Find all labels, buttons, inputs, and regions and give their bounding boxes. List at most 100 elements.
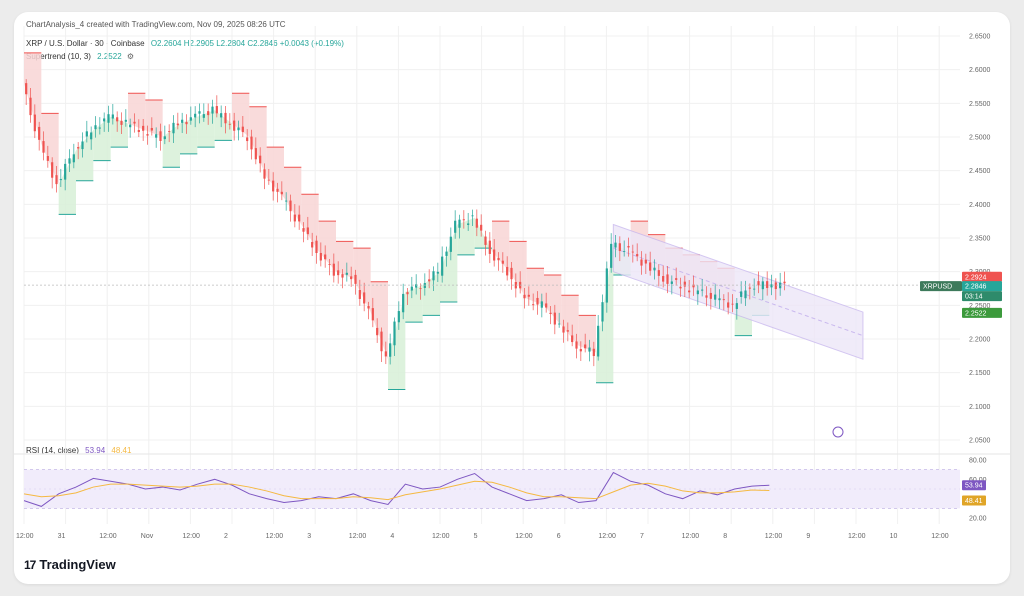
- supertrend-legend[interactable]: Supertrend (10, 3) 2.2522 ⚙: [26, 52, 134, 61]
- rsi-line: [23, 471, 770, 507]
- symbol-title[interactable]: XRP / U.S. Dollar · 30 · Coinbase: [26, 39, 145, 48]
- candle-body: [72, 154, 75, 163]
- candle-body: [644, 259, 647, 264]
- candle-body: [207, 111, 210, 116]
- candle-body: [731, 303, 734, 305]
- candle-body: [306, 227, 309, 235]
- candle-body: [415, 284, 418, 288]
- candle-body: [484, 236, 487, 245]
- candle-body: [657, 270, 660, 276]
- candle-body: [735, 303, 738, 309]
- x-tick-label: 12:00: [16, 533, 34, 540]
- supertrend-value: 2.2522: [97, 52, 122, 61]
- candle-body: [94, 125, 97, 130]
- symbol-legend: XRP / U.S. Dollar · 30 · Coinbase O2.260…: [26, 39, 344, 48]
- candle-body: [350, 276, 353, 280]
- supertrend-fill: [41, 113, 59, 185]
- candle-body: [423, 283, 426, 288]
- candle-body: [475, 218, 478, 228]
- candle-body: [584, 344, 587, 349]
- candle-body: [610, 243, 613, 268]
- candle-body: [575, 341, 578, 349]
- candles: [25, 79, 786, 367]
- candle-body: [137, 130, 140, 133]
- candle-body: [722, 299, 725, 301]
- candle-body: [553, 312, 556, 325]
- candle-body: [202, 114, 205, 118]
- supertrend-fill: [353, 248, 371, 313]
- x-tick-label: 12:00: [515, 533, 533, 540]
- candle-body: [727, 302, 730, 308]
- candle-body: [579, 349, 582, 352]
- candle-body: [315, 240, 318, 254]
- candle-body: [432, 271, 435, 281]
- candle-body: [761, 281, 764, 290]
- candle-body: [709, 292, 712, 299]
- candle-body: [324, 254, 327, 260]
- candle-body: [285, 200, 288, 202]
- candle-body: [272, 180, 275, 192]
- candle-body: [675, 278, 678, 280]
- candle-body: [558, 323, 561, 325]
- y-tick-label: 2.3500: [969, 236, 991, 243]
- candle-body: [757, 281, 760, 286]
- candle-body: [59, 179, 62, 181]
- chart-credit: ChartAnalysis_4 created with TradingView…: [26, 20, 286, 29]
- chart-svg[interactable]: 2.6500 2.6000 2.5500 2.5000 2.4500 2.4000 2.35…: [14, 12, 1010, 584]
- x-tick-label: 10: [890, 533, 898, 540]
- candle-body: [81, 141, 84, 150]
- supertrend-red-badge-bg: [962, 271, 1002, 282]
- candle-body: [163, 136, 166, 140]
- settings-icon[interactable]: ⚙: [126, 52, 135, 61]
- countdown-badge-text: 03:14: [965, 294, 983, 301]
- supertrend-fill: [492, 221, 510, 272]
- supertrend-fill: [128, 93, 146, 131]
- candle-body: [449, 236, 452, 252]
- symbol-badge: XRPUSD: [920, 281, 962, 292]
- replay-marker-icon: [832, 426, 844, 438]
- candle-body: [614, 242, 617, 248]
- rsi-value: 53.94: [85, 446, 106, 455]
- candle-body: [111, 114, 114, 119]
- supertrend-fill: [249, 106, 267, 178]
- y-tick-label: 2.2500: [969, 303, 991, 310]
- candle-body: [605, 268, 608, 303]
- candle-body: [480, 224, 483, 231]
- y-tick-label: 2.1000: [969, 404, 991, 411]
- candle-body: [679, 286, 682, 289]
- candle-body: [189, 117, 192, 121]
- x-tick-label: 9: [806, 533, 810, 540]
- candle-body: [33, 114, 36, 132]
- supertrend-fill: [440, 224, 458, 302]
- candle-body: [215, 106, 218, 114]
- candle-body: [384, 351, 387, 357]
- candle-body: [246, 137, 249, 142]
- candle-body: [588, 347, 591, 352]
- candle-body: [566, 330, 569, 332]
- candle-body: [545, 303, 548, 308]
- candle-body: [254, 148, 257, 160]
- candle-body: [337, 270, 340, 276]
- supertrend-fill: [596, 244, 614, 383]
- supertrend-fill: [370, 281, 388, 360]
- candle-body: [536, 297, 539, 305]
- candle-body: [514, 281, 517, 289]
- supertrend-fill: [336, 241, 354, 279]
- candle-body: [683, 281, 686, 287]
- candle-body: [328, 264, 331, 265]
- y-tick-label: 2.4000: [969, 202, 991, 209]
- rsi-ma-badge-text: 48.41: [965, 498, 983, 505]
- candle-body: [562, 326, 565, 333]
- candle-body: [142, 125, 145, 131]
- supertrend-fill: [162, 123, 180, 168]
- rsi-legend[interactable]: RSI (14, close) 53.94 48.41: [26, 446, 131, 455]
- supertrend-fill: [388, 291, 406, 390]
- price-badge-bg: [962, 281, 1002, 292]
- candle-body: [454, 220, 457, 233]
- candle-body: [597, 325, 600, 357]
- candle-body: [64, 163, 67, 180]
- candle-body: [116, 117, 119, 122]
- supertrend-fill: [180, 116, 198, 154]
- supertrend-fill: [422, 271, 440, 316]
- candle-body: [380, 331, 383, 352]
